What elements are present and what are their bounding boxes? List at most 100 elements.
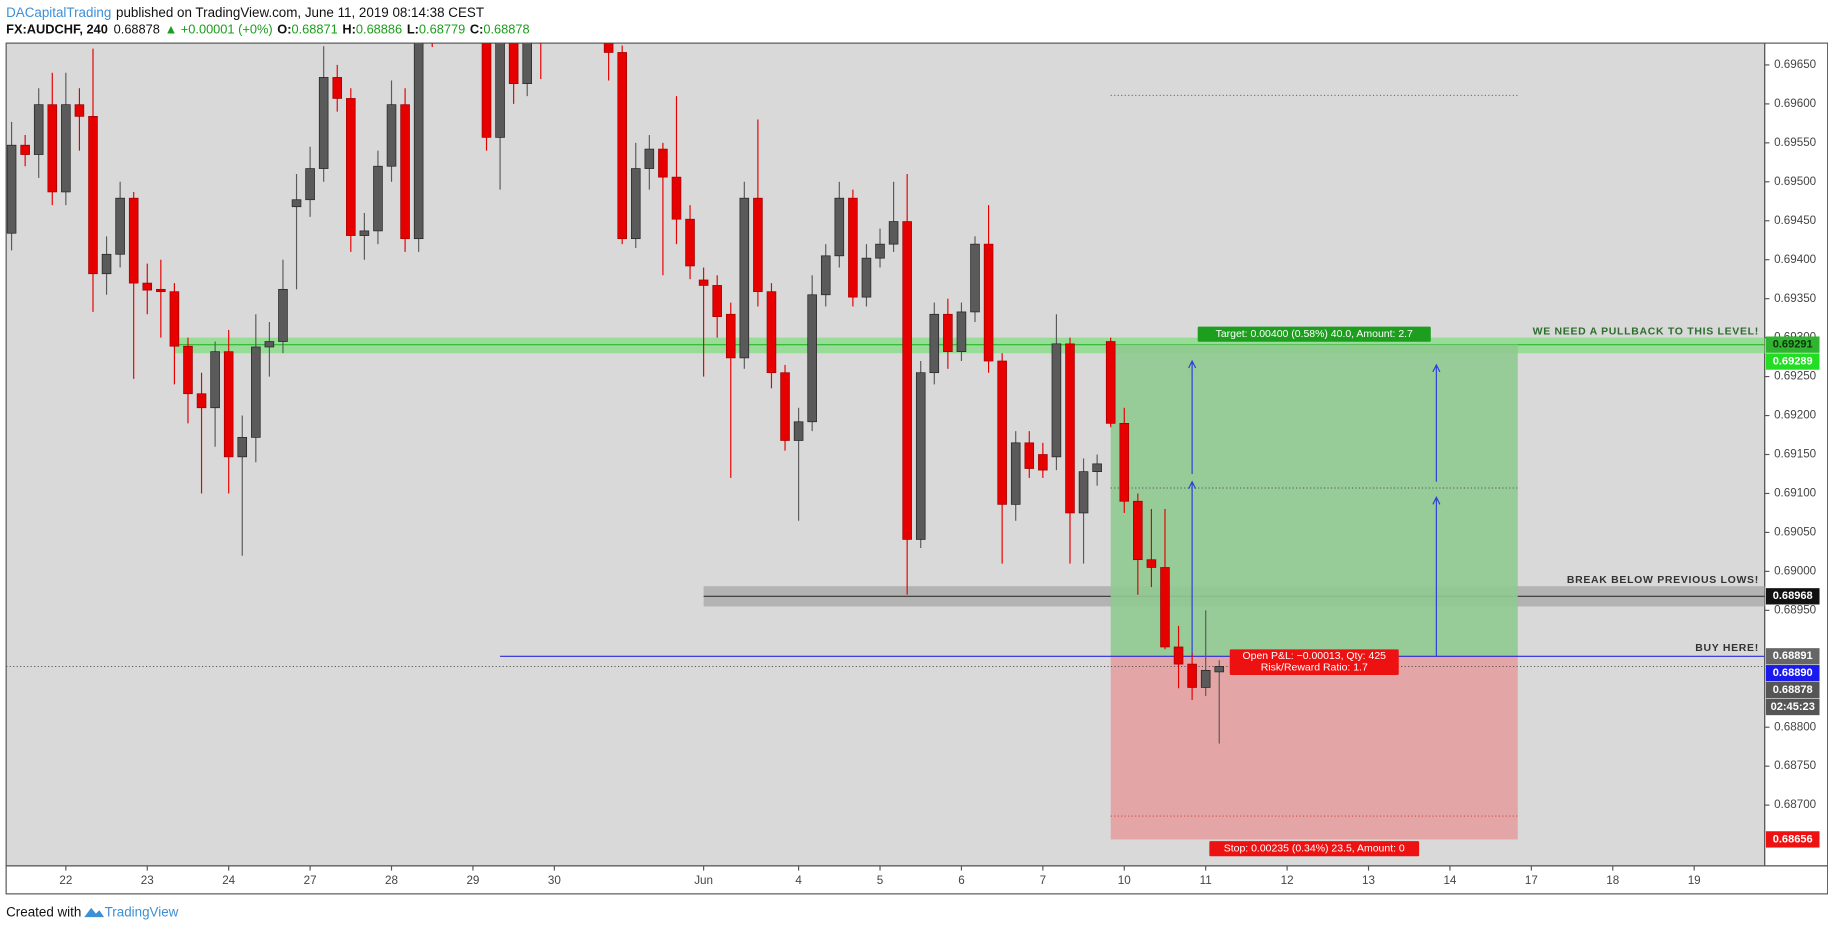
candle-body xyxy=(1146,559,1157,568)
y-tick-label: 0.68800 xyxy=(1774,720,1817,733)
target-box xyxy=(1197,326,1431,342)
y-tick-label: 0.69250 xyxy=(1774,370,1817,383)
candle-body xyxy=(603,43,614,53)
symbol: FX:AUDCHF, 240 xyxy=(6,22,108,37)
candle-body xyxy=(1214,666,1225,673)
countdown: 02:45:23 xyxy=(1771,701,1815,713)
price-label-box xyxy=(1765,831,1820,848)
candle-body xyxy=(929,313,940,374)
y-tick-label: 0.68700 xyxy=(1774,798,1817,811)
candle-body xyxy=(1092,463,1102,473)
candle-body xyxy=(20,144,30,155)
candle-body xyxy=(88,116,98,275)
x-tick-label: 27 xyxy=(304,874,317,887)
price-label: 0.68890 xyxy=(1773,667,1813,679)
price-label: 0.69289 xyxy=(1773,355,1813,367)
x-tick-label: 12 xyxy=(1281,874,1294,887)
candle-body xyxy=(1078,471,1089,514)
x-tick-label: 7 xyxy=(1040,874,1046,887)
candle-body xyxy=(495,43,505,138)
candle-body xyxy=(644,148,655,169)
y-tick-label: 0.69050 xyxy=(1774,526,1817,539)
x-tick-label: 23 xyxy=(141,874,154,887)
profit-zone xyxy=(1110,344,1518,657)
candle-body xyxy=(400,104,410,240)
x-tick-label: 17 xyxy=(1525,874,1538,887)
candle-body xyxy=(848,197,858,298)
y-tick-label: 0.69550 xyxy=(1774,136,1817,149)
price-label-box xyxy=(1765,353,1820,370)
y-tick-label: 0.69100 xyxy=(1774,487,1817,500)
x-tick-label: 11 xyxy=(1200,874,1212,887)
arrow xyxy=(1188,359,1197,474)
candle-body xyxy=(6,144,17,234)
candle-body xyxy=(359,230,370,236)
author[interactable]: DACapitalTrading xyxy=(6,4,111,19)
brand[interactable]: TradingView xyxy=(105,904,179,919)
price-label-box xyxy=(1765,588,1820,605)
candle-body xyxy=(1187,663,1197,688)
candle-body xyxy=(386,104,397,167)
candle-body xyxy=(956,311,967,353)
brand-logo xyxy=(84,907,105,918)
y-tick-label: 0.69350 xyxy=(1774,292,1817,305)
x-tick-label: 5 xyxy=(877,874,883,887)
candle-body xyxy=(156,288,166,293)
price-label-box xyxy=(1765,665,1820,682)
candle-body xyxy=(943,313,953,353)
candle-body xyxy=(671,176,682,220)
candle-body xyxy=(237,437,248,458)
line-label: BUY HERE! xyxy=(1695,643,1759,654)
arrow xyxy=(1188,480,1197,657)
candle-body xyxy=(115,197,125,255)
y-tick-label: 0.69450 xyxy=(1774,214,1817,227)
published: published on TradingView.com, June 11, 2… xyxy=(116,4,484,19)
x-tick-label: 18 xyxy=(1606,874,1619,887)
candle-body xyxy=(1119,422,1130,502)
countdown-box xyxy=(1765,698,1820,716)
x-tick-label: 14 xyxy=(1443,874,1456,887)
header-line: DACapitalTrading published on TradingView… xyxy=(6,4,484,19)
x-tick-label: 24 xyxy=(222,874,235,887)
candle-body xyxy=(970,243,980,313)
candle-body xyxy=(74,104,85,117)
axes: 0.69650 0.69600 0.69550 0.69500 0.69450 0.694… xyxy=(59,58,1820,887)
pnl-label: Open P&L: −0.00013, Qty: 425 xyxy=(1243,651,1387,662)
price-label: 0.68891 xyxy=(1773,650,1813,662)
y-tick-label: 0.69650 xyxy=(1774,58,1817,71)
x-tick-label: Jun xyxy=(694,874,713,887)
pnl-box xyxy=(1229,649,1399,675)
price-label: 0.69291 xyxy=(1773,339,1813,351)
y-tick-label: 0.69600 xyxy=(1774,97,1817,110)
quote-line: FX:AUDCHF, 240 0.68878 ▲ +0.00001 (+0%) O:0… xyxy=(6,22,529,37)
created-with: Created with xyxy=(6,904,81,919)
time-axis xyxy=(5,865,1828,895)
candle-body xyxy=(1024,442,1035,469)
arrow xyxy=(1432,496,1441,657)
candle-body xyxy=(915,372,926,540)
ohlc-value: 0.68886 xyxy=(356,22,402,37)
ohlc-value: 0.68878 xyxy=(483,22,529,37)
x-tick-label: 10 xyxy=(1118,874,1131,887)
candle-body xyxy=(861,257,872,298)
candle-body xyxy=(536,3,545,19)
candle-body xyxy=(1160,567,1170,648)
candle-body xyxy=(739,197,750,359)
candle-body xyxy=(888,221,899,245)
candle-body xyxy=(1105,341,1116,424)
candle-body xyxy=(780,372,790,441)
change: ▲ +0.00001 (+0%) xyxy=(165,22,273,37)
candle-body xyxy=(413,43,424,240)
ohlc-value: 0.68779 xyxy=(419,22,465,37)
candle-body xyxy=(753,197,763,293)
candle-body xyxy=(820,255,831,296)
candle-body xyxy=(183,345,193,395)
stop-label: Stop: 0.00235 (0.34%) 23.5, Amount: 0 xyxy=(1224,844,1405,855)
x-tick-label: 4 xyxy=(795,874,802,887)
price-label-box xyxy=(1765,336,1820,353)
y-tick-label: 0.69000 xyxy=(1774,564,1817,577)
y-tick-label: 0.69150 xyxy=(1774,448,1817,461)
candle-body xyxy=(264,341,275,348)
